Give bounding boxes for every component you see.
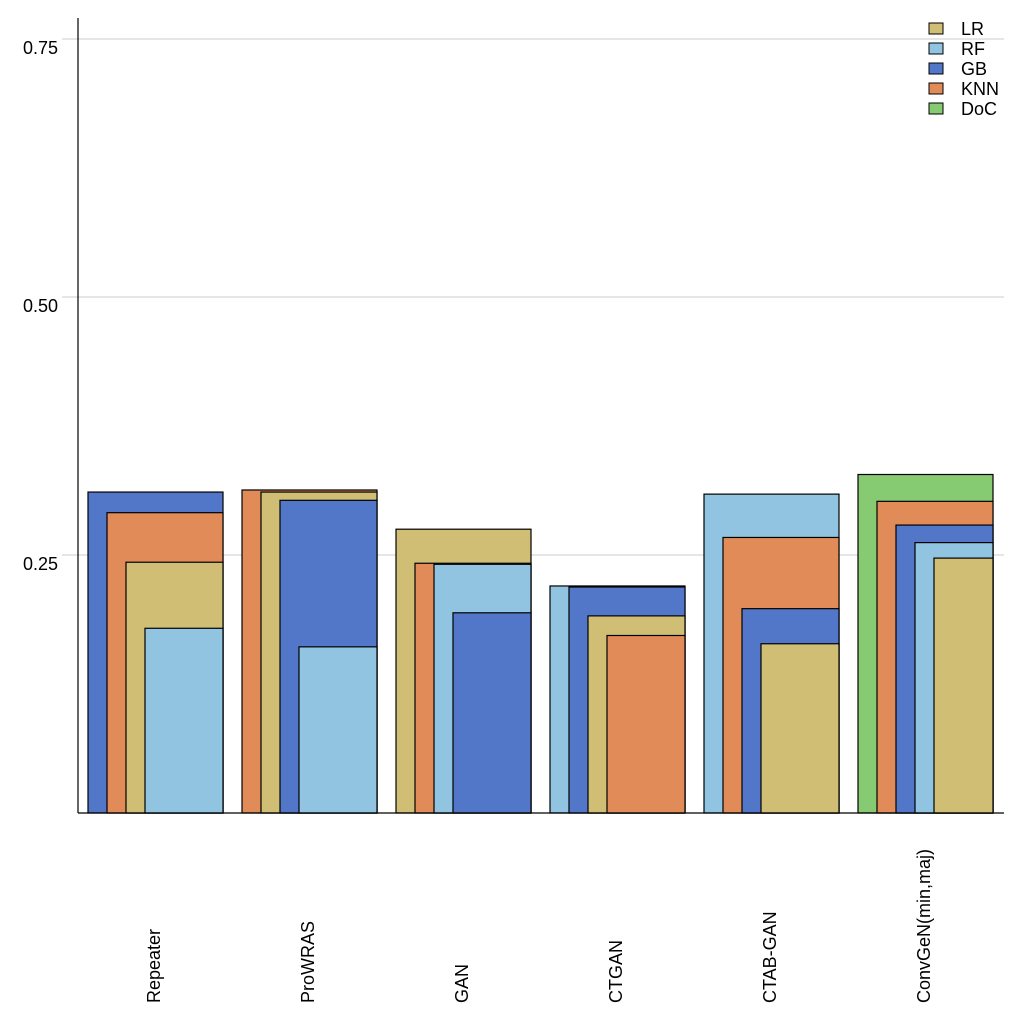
y-tick-label: 0.50	[23, 296, 58, 316]
x-tick-label: ConvGeN(min,maj)	[914, 849, 934, 1003]
legend-swatch-knn	[928, 82, 944, 95]
x-tick-labels: Repeater ProWRAS GAN CTGAN CTAB-GAN ConvGeN(m…	[144, 849, 934, 1003]
legend-swatch-doc	[928, 102, 944, 115]
x-tick-label: CTAB-GAN	[760, 911, 780, 1003]
axes	[77, 18, 1004, 814]
y-tick-label: 0.75	[23, 38, 58, 58]
y-tick-label: 0.25	[23, 554, 58, 574]
bar-gan-gb	[452, 612, 532, 814]
legend-swatch-lr	[928, 22, 944, 35]
y-tick-labels: 0.25 0.50 0.75	[23, 38, 58, 574]
legend-label-knn: KNN	[961, 79, 999, 99]
bar-group-repeater	[87, 491, 224, 814]
bars	[87, 473, 994, 814]
x-tick-label: CTGAN	[606, 940, 626, 1003]
x-tick-label: GAN	[452, 964, 472, 1003]
bar-convgen-min-maj-lr	[933, 557, 994, 814]
bar-group-prowras	[241, 489, 378, 814]
bar-group-gan	[395, 528, 532, 814]
legend-label-lr: LR	[961, 19, 984, 39]
legend-swatch-gb	[928, 62, 944, 75]
x-tick-label: Repeater	[144, 929, 164, 1003]
bar-group-convgen-min-maj	[857, 473, 994, 814]
bar-ctab-gan-lr	[760, 643, 840, 814]
bar-prowras-rf	[298, 646, 378, 814]
bar-group-ctgan	[549, 585, 686, 814]
legend-label-rf: RF	[961, 39, 985, 59]
bar-ctgan-knn	[606, 634, 686, 814]
x-tick-label: ProWRAS	[298, 921, 318, 1003]
legend-label-gb: GB	[961, 59, 987, 79]
legend-label-doc: DoC	[961, 99, 997, 119]
bar-repeater-rf	[144, 627, 224, 814]
legend-swatch-rf	[928, 42, 944, 55]
bar-group-ctab-gan	[703, 493, 840, 814]
